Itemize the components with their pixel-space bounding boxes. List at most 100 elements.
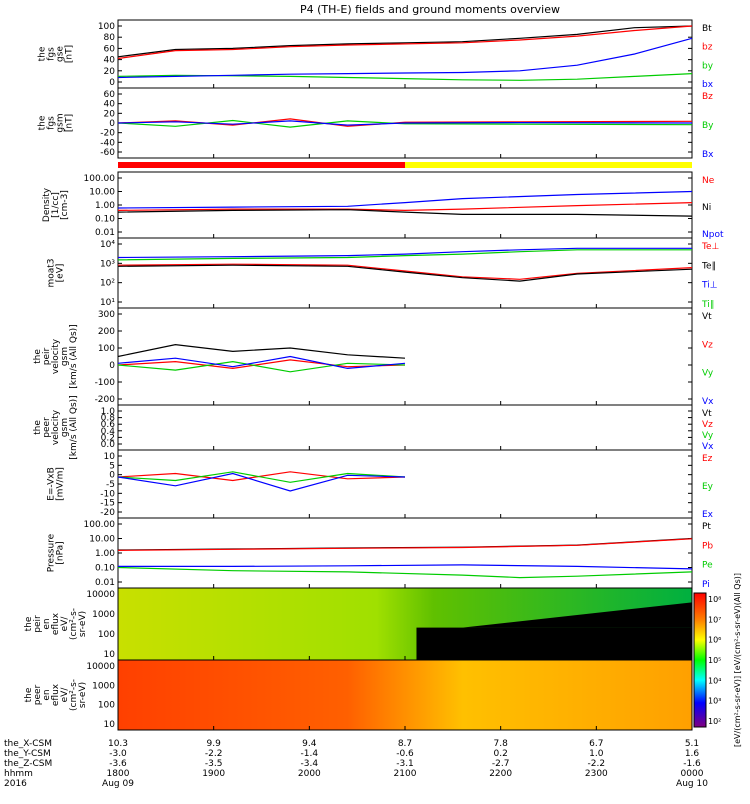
y-tick-label: 0.2 (101, 433, 115, 443)
series-line-Pe (117, 566, 693, 579)
y-tick-label: 40 (104, 100, 116, 110)
legend-entry: Pb (702, 541, 713, 551)
y-axis-label-line: [nT] (65, 45, 75, 63)
legend-entry: Ey (702, 482, 714, 492)
y-tick-label: 100 (98, 701, 115, 711)
legend-entry: Bt (702, 24, 712, 34)
y-axis-label-line: peer (42, 417, 52, 438)
ephemeris-footer: the_X-CSM 10.3 9.9 9.4 8.7 7.8 6.7 5.1 the_Y-CSM… (4, 739, 708, 789)
y-axis-label-line: peir (42, 347, 52, 365)
series-line-Ez (117, 471, 406, 482)
panel-peer_eflux: thepeerenefluxeV/(cm²-s-sr-eV) 10000 1000 1… (24, 659, 693, 731)
y-tick-label: -5 (106, 480, 115, 490)
y-tick-label: 0 (109, 78, 115, 88)
series-line-Ti⊥ (117, 247, 692, 259)
y-tick-label: 0.01 (95, 228, 115, 238)
y-tick-label: 10000 (86, 662, 115, 672)
y-axis-label-line: eV/ (60, 687, 70, 703)
y-tick-label: 100.00 (84, 174, 116, 184)
y-axis-label-line: gsm (56, 113, 66, 132)
ephemeris-value: -3.5 (205, 759, 223, 769)
panels: thefgsgse[nT]100806040200Btbzbybxthefgsg… (24, 19, 742, 747)
legend-entry: Vt (702, 312, 712, 322)
colorbar-tick-label: 10⁵ (708, 656, 721, 665)
y-tick-label: 80 (104, 33, 116, 43)
y-tick-label: -20 (100, 508, 115, 518)
y-axis-label-line: [nPa] (56, 541, 66, 564)
colorbar-tick-label: 10³ (708, 697, 721, 706)
ephemeris-value: 0000 (681, 769, 704, 779)
legend-entry: Vy (702, 369, 714, 379)
ephemeris-value: -2.7 (492, 759, 510, 769)
y-tick-label: 40 (104, 56, 116, 66)
y-tick-label: 0.6 (101, 420, 116, 430)
series-line-Npot (117, 190, 693, 209)
ephemeris-value: 1900 (202, 769, 225, 779)
y-tick-label: 20 (104, 67, 116, 77)
legend-entry: Vx (702, 397, 714, 407)
legend-entry: Pe (702, 561, 713, 571)
y-tick-label: 300 (98, 310, 115, 320)
series-line-Ex (117, 472, 406, 492)
y-axis-label-line: [nT] (65, 114, 75, 132)
panel-peir_velocity: thepeirvelocitygsm[km/s (All Qs)] 300 200 1… (33, 307, 714, 407)
y-axis-label-line: sr-eV) (78, 682, 88, 708)
y-axis-label-line: gsm (60, 418, 70, 437)
y-tick-label: 10² (100, 279, 115, 289)
y-tick-label: 10 (104, 452, 116, 462)
ephemeris-value: 1.6 (685, 749, 700, 759)
legend-entry: Bz (702, 92, 713, 102)
ephemeris-value: -0.6 (396, 749, 414, 759)
y-tick-label: 1.00 (95, 201, 115, 211)
y-axis-label-line: peir (33, 615, 43, 633)
y-axis-label: Density[1/cc][cm-3] (42, 187, 70, 222)
y-axis-label-line: fgs (47, 116, 57, 130)
legend-entry: Vy (702, 431, 714, 441)
y-axis-label: thefgsgsm[nT] (38, 113, 75, 132)
series-line-Te⊥ (117, 263, 693, 280)
legend-entry: Bx (702, 150, 714, 160)
y-tick-label: 0 (109, 119, 115, 129)
legend-entry: Te⊥ (701, 242, 720, 252)
panel-density: Density[1/cc][cm-3] 100.00 10.00 1.00 0.10 0.… (42, 171, 724, 240)
y-axis-label: thepeirvelocitygsm[km/s (All Qs)] (33, 324, 79, 388)
y-axis-label-line: [km/s (All Qs)] (69, 395, 79, 459)
y-axis-label-line: Density (42, 187, 52, 222)
ephemeris-value: 2100 (394, 769, 417, 779)
y-axis-label-line: velocity (51, 338, 61, 374)
legend-entry: Ne (702, 176, 715, 186)
y-tick-label: 1.00 (95, 549, 115, 559)
ephemeris-row-label: the_Y-CSM (4, 749, 51, 759)
series-line-Vz (117, 359, 406, 370)
y-tick-label: 10¹ (100, 298, 115, 308)
colorbar-tick-label: 10² (708, 717, 721, 726)
legend-entry: Pt (702, 522, 711, 532)
series-line-Te∥ (117, 264, 693, 282)
ephemeris-value: 10.3 (108, 739, 128, 749)
series-line-bx (117, 37, 693, 79)
series-line-By (117, 119, 693, 128)
chart-title: P4 (TH-E) fields and ground moments over… (300, 3, 560, 16)
y-axis-label-line: (cm²-s- (69, 679, 79, 711)
y-tick-label: -40 (100, 138, 115, 148)
y-axis-label: thefgsgse[nT] (38, 45, 75, 63)
ephemeris-row-label: 2016 (4, 779, 27, 789)
series-line-Vy (117, 360, 406, 373)
ephemeris-value: -3.1 (396, 759, 414, 769)
y-axis-label-line: the (24, 616, 34, 631)
heatmap-low-region (416, 627, 692, 660)
panel-temperature: moat3[eV] 10⁴ 10³ 10² 10¹ Te⊥ Te∥ Ti⊥ Ti∥ (47, 237, 720, 310)
y-tick-label: 100.00 (84, 520, 116, 530)
series-line-Vx (117, 355, 406, 370)
mode-bar-segment (405, 162, 692, 168)
y-tick-label: 200 (98, 327, 115, 337)
y-tick-label: 0.10 (95, 564, 115, 574)
ephemeris-value: 7.8 (494, 739, 509, 749)
panel-peer_velocity: thepeervelocitygsm[km/s (All Qs)] 1.00.80… (33, 395, 714, 459)
y-axis-label: moat3[eV] (47, 258, 66, 287)
series-line-Ni (117, 209, 693, 217)
